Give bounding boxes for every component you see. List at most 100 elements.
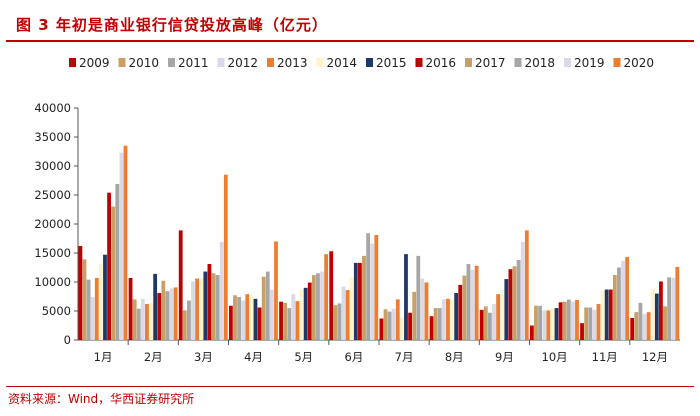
bar-2015 <box>454 293 459 340</box>
legend-swatch-2014 <box>316 58 324 67</box>
bar-2014 <box>349 277 354 340</box>
bar-2011 <box>337 303 342 340</box>
x-tick-label: 4月 <box>244 350 263 364</box>
bar-2016 <box>458 284 463 340</box>
bar-2018 <box>115 183 120 340</box>
legend-label-2010: 2010 <box>129 56 160 70</box>
bar-2010 <box>433 308 438 340</box>
bar-2013 <box>145 304 149 340</box>
bar-2011 <box>638 302 643 340</box>
bar-2014 <box>600 290 605 340</box>
bar-2010 <box>483 306 488 340</box>
figure-title: 图 3 年初是商业银行信贷投放高峰（亿元） <box>16 16 328 34</box>
legend-swatch-2010 <box>118 58 126 67</box>
bar-2014 <box>650 288 655 340</box>
bar-2020 <box>625 257 630 340</box>
figure-title-bar: 图 3 年初是商业银行信贷投放高峰（亿元） <box>6 10 694 42</box>
bar-2017 <box>111 206 116 340</box>
bar-2019 <box>570 301 575 340</box>
bar-2017 <box>211 273 216 340</box>
bar-2011 <box>187 300 191 340</box>
bar-2009 <box>630 317 635 340</box>
bar-2018 <box>566 299 571 340</box>
bar-2016 <box>207 264 212 340</box>
bar-2020 <box>173 287 178 340</box>
legend-label-2013: 2013 <box>277 56 308 70</box>
bar-2019 <box>119 152 124 340</box>
bar-2019 <box>420 278 425 340</box>
bar-2009 <box>429 316 434 340</box>
bar-2009 <box>529 325 534 340</box>
bar-2016 <box>157 293 162 340</box>
bar-2018 <box>416 255 421 340</box>
legend-label-2018: 2018 <box>525 56 556 70</box>
legend-label-2020: 2020 <box>624 56 655 70</box>
legend-swatch-2017 <box>465 58 472 67</box>
bar-2020 <box>575 299 579 340</box>
y-tick-label: 30000 <box>34 159 71 173</box>
bar-2014 <box>199 279 204 340</box>
bar-2018 <box>366 233 371 340</box>
x-tick-label: 7月 <box>395 350 414 364</box>
legend-label-2011: 2011 <box>178 56 209 70</box>
bar-2016 <box>608 289 613 340</box>
legend-swatch-2018 <box>514 58 522 67</box>
bar-2011 <box>136 308 141 340</box>
bar-2020 <box>374 235 379 340</box>
bar-2009 <box>128 277 133 340</box>
bar-2011 <box>387 311 392 340</box>
bar-2017 <box>362 255 366 340</box>
legend-swatch-2020 <box>613 58 621 67</box>
bar-2013 <box>94 277 99 340</box>
bar-2012 <box>341 286 346 340</box>
bar-2015 <box>654 293 659 340</box>
bar-2017 <box>663 306 667 340</box>
bar-2013 <box>546 310 551 340</box>
x-tick-label: 1月 <box>94 350 113 364</box>
legend-swatch-2012 <box>217 58 225 67</box>
bar-2015 <box>504 279 509 340</box>
bar-2011 <box>538 305 542 340</box>
bar-2014 <box>399 317 404 340</box>
bar-2014 <box>500 290 505 340</box>
bar-2012 <box>542 310 547 340</box>
bar-2016 <box>558 302 563 340</box>
bar-2015 <box>303 287 308 340</box>
x-tick-label: 5月 <box>294 350 313 364</box>
bar-2015 <box>153 273 158 340</box>
bar-2012 <box>90 297 95 340</box>
bar-2009 <box>379 318 384 340</box>
x-tick-label: 2月 <box>144 350 163 364</box>
x-tick-label: 6月 <box>345 350 364 364</box>
bar-2011 <box>588 307 593 340</box>
bar-2012 <box>241 300 246 340</box>
y-tick-label: 10000 <box>34 275 71 289</box>
y-tick-label: 5000 <box>42 304 71 318</box>
legend-swatch-2019 <box>564 58 571 67</box>
legend-label-2017: 2017 <box>475 56 506 70</box>
bar-2017 <box>261 276 266 340</box>
bar-2013 <box>646 312 651 340</box>
bar-2015 <box>604 289 609 340</box>
title-divider <box>6 40 694 42</box>
legend-label-2016: 2016 <box>426 56 457 70</box>
bar-2009 <box>228 305 233 340</box>
x-tick-label: 8月 <box>445 350 464 364</box>
bar-2010 <box>584 307 589 340</box>
bar-2017 <box>512 266 517 340</box>
bar-2015 <box>203 271 208 340</box>
bar-2009 <box>329 251 334 340</box>
bar-2019 <box>169 288 174 340</box>
legend-swatch-2015 <box>366 58 373 67</box>
bar-2018 <box>165 291 170 340</box>
bar-2019 <box>520 241 525 340</box>
bar-2019 <box>370 243 375 340</box>
bar-2016 <box>257 307 262 340</box>
bar-2020 <box>474 265 479 340</box>
bar-2018 <box>215 275 220 340</box>
bar-2013 <box>295 301 300 340</box>
bar-2012 <box>391 308 396 340</box>
legend-label-2019: 2019 <box>574 56 605 70</box>
bar-2018 <box>466 264 471 340</box>
bar-2013 <box>245 294 250 340</box>
